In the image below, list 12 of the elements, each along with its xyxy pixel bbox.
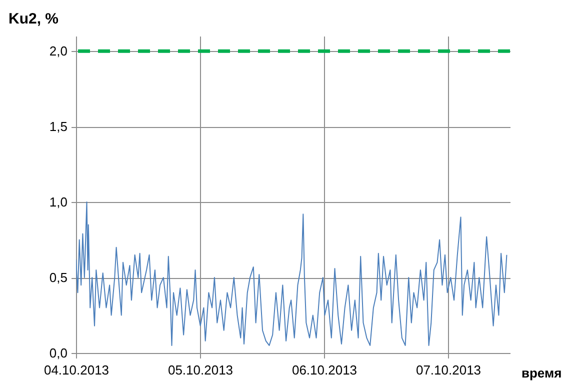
y-tick-label: 0,0 — [49, 346, 68, 360]
x-tick-label: 04.10.2013 — [44, 362, 110, 378]
x-tick-label: 06.10.2013 — [292, 362, 358, 378]
y-tick-label: 1,0 — [49, 194, 68, 210]
y-tick-label: 2,0 — [49, 44, 68, 59]
x-axis-title: время — [522, 366, 562, 380]
x-tick-label: 05.10.2013 — [168, 362, 234, 378]
y-axis-title: Ku2, % — [8, 10, 59, 28]
x-tick-label: 07.10.2013 — [416, 362, 482, 378]
y-tick-label: 0,5 — [49, 270, 68, 286]
line-series — [76, 202, 508, 346]
y-tick-label: 1,5 — [49, 119, 68, 134]
